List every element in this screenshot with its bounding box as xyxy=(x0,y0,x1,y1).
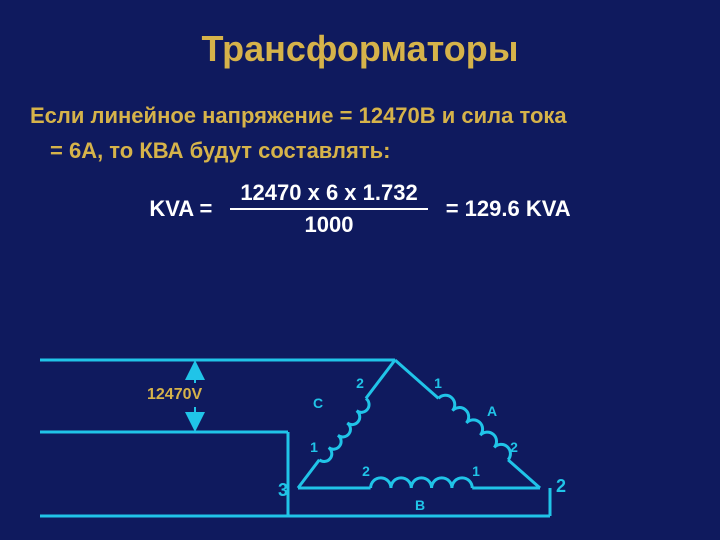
kva-equation: KVA = 12470 x 6 x 1.732 1000 = 129.6 KVA xyxy=(0,178,720,240)
equation-denominator: 1000 xyxy=(295,210,364,240)
slide-title: Трансформаторы xyxy=(0,28,720,70)
coil-label: A xyxy=(487,403,497,419)
vertex-label: 3 xyxy=(278,480,288,500)
body-text: Если линейное напряжение = 12470В и сила… xyxy=(0,70,720,168)
coil-terminal-label: 2 xyxy=(510,439,518,455)
body-line-2: = 6А, то КВА будут составлять: xyxy=(30,133,690,168)
voltage-label: 12470V xyxy=(140,383,209,407)
equation-rhs: = 129.6 KVA xyxy=(446,196,571,222)
vertex-label: 2 xyxy=(556,476,566,496)
slide: Трансформаторы Если линейное напряжение … xyxy=(0,28,720,540)
equation-lhs: KVA = xyxy=(149,196,212,222)
equation-fraction: 12470 x 6 x 1.732 1000 xyxy=(230,178,427,240)
coil-terminal-label: 1 xyxy=(310,439,318,455)
coil-terminal-label: 1 xyxy=(472,463,480,479)
delta-transformer-diagram: A 1 2 C 2 1 B 2 1 1 2 3 12470V xyxy=(40,348,680,540)
coil-terminal-label: 1 xyxy=(434,375,442,391)
coil-terminal-label: 2 xyxy=(356,375,364,391)
coil-label: C xyxy=(313,395,323,411)
equation-numerator: 12470 x 6 x 1.732 xyxy=(230,178,427,208)
body-line-1: Если линейное напряжение = 12470В и сила… xyxy=(30,98,690,133)
diagram-svg: A 1 2 C 2 1 B 2 1 1 2 3 xyxy=(40,348,680,540)
coil-terminal-label: 2 xyxy=(362,463,370,479)
vertex-label: 1 xyxy=(410,348,420,350)
coil-label: B xyxy=(415,497,425,513)
